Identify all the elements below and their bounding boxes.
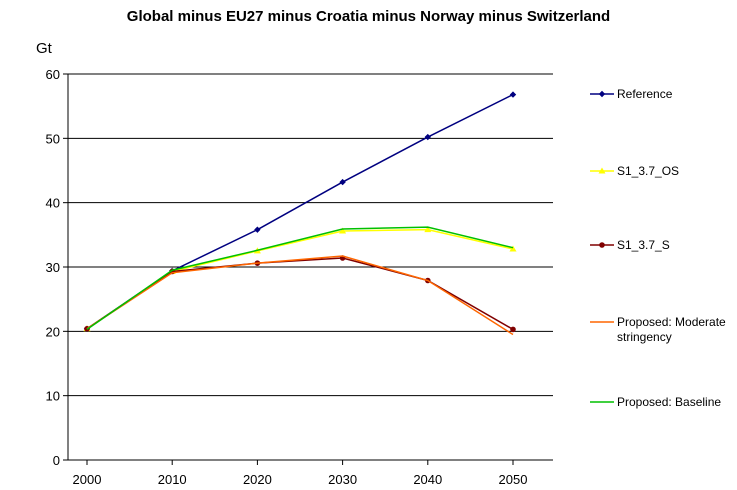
data-point-reference [339, 178, 346, 186]
y-tick-labels: 0 10 20 30 40 50 60 [46, 67, 60, 468]
data-point-reference [509, 91, 517, 98]
y-tick-label: 50 [46, 131, 60, 146]
chart-title: Global minus EU27 minus Croatia minus No… [126, 8, 611, 25]
data-point-s1-3-7-os [424, 226, 432, 233]
legend-label-s1-3-7-s: S1_3.7_S [617, 238, 670, 252]
y-tick-label: 60 [46, 67, 60, 82]
series-lines [83, 91, 517, 336]
legend-label-proposed-baseline: Proposed: Baseline [617, 395, 721, 409]
x-tick-label: 2040 [413, 472, 442, 487]
y-tick-label: 40 [46, 196, 60, 211]
x-tick-label: 2010 [158, 472, 187, 487]
y-tick-label: 10 [46, 389, 60, 404]
x-tick-label: 2050 [499, 472, 528, 487]
legend: Reference S1_3.7_OS S1_3.7_S Proposed: Mode… [590, 87, 726, 409]
x-tick-labels: 2000 2010 2020 2030 2040 2050 [73, 472, 528, 487]
axes [63, 73, 553, 465]
legend-label-reference: Reference [617, 87, 673, 101]
legend-marker-s1-3-7-os [598, 167, 606, 174]
legend-marker-reference [598, 90, 606, 98]
legend-label-proposed-moderate-stringency: Proposed: Moderate [617, 315, 726, 329]
data-point-s1-3-7-os [509, 245, 517, 252]
legend-label-s1-3-7-os: S1_3.7_OS [617, 164, 679, 178]
data-point-reference [424, 133, 431, 141]
series-line-proposed-moderate-stringency [86, 255, 514, 336]
y-tick-label: 0 [53, 453, 60, 468]
gridlines [68, 73, 553, 397]
legend-marker-s1-3-7-s [599, 242, 605, 248]
data-point-s1-3-7-os [339, 227, 347, 234]
data-point-s1-3-7-s [510, 326, 516, 333]
y-tick-label: 20 [46, 324, 60, 339]
y-tick-label: 30 [46, 260, 60, 275]
series-line-s1-3-7-os [86, 228, 514, 330]
x-tick-label: 2030 [328, 472, 357, 487]
x-tick-label: 2000 [73, 472, 102, 487]
data-point-reference [254, 226, 261, 233]
y-axis-unit-label: Gt [36, 40, 52, 57]
legend-label-proposed-moderate-stringency: stringency [617, 330, 672, 344]
series-line-proposed-baseline [86, 226, 514, 331]
x-tick-label: 2020 [243, 472, 272, 487]
